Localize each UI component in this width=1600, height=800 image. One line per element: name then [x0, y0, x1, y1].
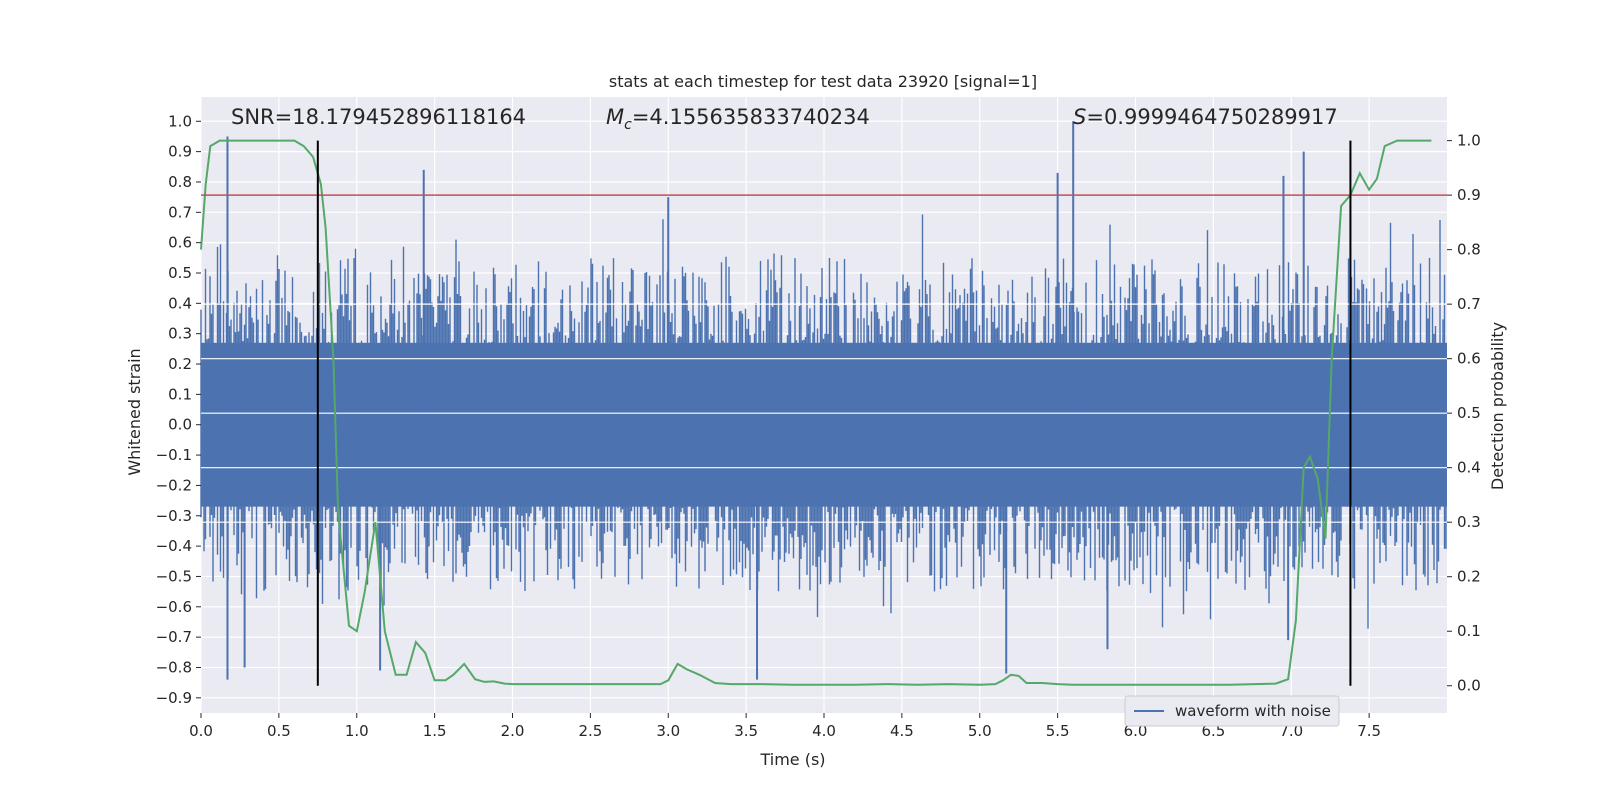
- x-tick-label: 3.0: [656, 722, 680, 740]
- legend: waveform with noise: [1124, 695, 1340, 727]
- y-right-tick-label: 0.8: [1457, 241, 1481, 259]
- y-tick-label: 0.1: [168, 385, 192, 403]
- x-tick-label: 0.0: [189, 722, 213, 740]
- x-tick-label: 1.5: [423, 722, 447, 740]
- x-tick-label: 2.5: [578, 722, 602, 740]
- y-tick-label: 0.4: [168, 294, 192, 312]
- x-tick-label: 7.5: [1357, 722, 1381, 740]
- y-tick-label: −0.3: [156, 507, 192, 525]
- x-axis-label: Time (s): [759, 750, 825, 769]
- probability-series: [200, 139, 1432, 686]
- y-tick-label: −0.1: [156, 446, 192, 464]
- y-right-tick-label: 0.1: [1457, 622, 1481, 640]
- y-right-tick-label: 0.0: [1457, 677, 1481, 695]
- y-right-tick-label: 1.0: [1457, 132, 1481, 150]
- y-tick-label: −0.9: [156, 689, 192, 707]
- y-tick-label: 0.9: [168, 143, 192, 161]
- y-right-tick-label: 0.2: [1457, 568, 1481, 586]
- y-tick-label: −0.6: [156, 598, 192, 616]
- x-tick-label: 4.0: [812, 722, 836, 740]
- x-tick-label: 5.0: [968, 722, 992, 740]
- x-tick-label: 5.5: [1046, 722, 1070, 740]
- y-tick-label: 0.8: [168, 173, 192, 191]
- y-tick-label: −0.5: [156, 567, 192, 585]
- y-right-tick-label: 0.5: [1457, 404, 1481, 422]
- x-tick-label: 3.5: [734, 722, 758, 740]
- x-tick-label: 2.0: [501, 722, 525, 740]
- left-y-axis: 1.0 0.9 0.8 0.7 0.6 0.5 0.4 0.3 0.2 0.1 0.0 −0.1 −0.…: [156, 112, 201, 707]
- y-axis-right-label: Detection probability: [1488, 322, 1507, 490]
- y-tick-label: 0.0: [168, 416, 192, 434]
- y-tick-label: −0.2: [156, 476, 192, 494]
- y-tick-label: 0.6: [168, 234, 192, 252]
- y-tick-label: 0.2: [168, 355, 192, 373]
- significance-annotation: S=0.9999464750289917: [1073, 105, 1338, 129]
- y-tick-label: −0.8: [156, 658, 192, 676]
- y-right-tick-label: 0.7: [1457, 295, 1481, 313]
- y-tick-label: 0.5: [168, 264, 192, 282]
- x-tick-label: 1.0: [345, 722, 369, 740]
- chirp-mass-annotation: Mc=4.155635833740234: [606, 105, 870, 133]
- y-tick-label: −0.4: [156, 537, 192, 555]
- chirp-mass-symbol: M: [606, 105, 624, 129]
- y-right-tick-label: 0.3: [1457, 513, 1481, 531]
- chirp-mass-subscript: c: [624, 117, 632, 133]
- legend-box: [1124, 695, 1340, 727]
- x-tick-label: 0.5: [267, 722, 291, 740]
- chirp-mass-value: =4.155635833740234: [632, 105, 870, 129]
- right-y-axis: 1.0 0.9 0.8 0.7 0.6 0.5 0.4 0.3 0.2 0.1 0.0: [1447, 132, 1481, 695]
- chart-title: stats at each timestep for test data 239…: [609, 72, 1037, 91]
- x-tick-label: 4.5: [890, 722, 914, 740]
- y-tick-label: 0.7: [168, 203, 192, 221]
- snr-annotation: SNR=18.179452896118164: [231, 105, 526, 129]
- significance-value: =0.9999464750289917: [1086, 105, 1337, 129]
- y-right-tick-label: 0.9: [1457, 186, 1481, 204]
- y-right-tick-label: 0.6: [1457, 350, 1481, 368]
- markers: [201, 140, 1447, 686]
- y-axis-label: Whitened strain: [125, 348, 144, 475]
- significance-symbol: S: [1073, 105, 1086, 129]
- y-tick-label: −0.7: [156, 628, 192, 646]
- probability-line: [200, 139, 1432, 686]
- waveform-series: [200, 121, 1447, 680]
- y-right-tick-label: 0.4: [1457, 459, 1481, 477]
- legend-label: waveform with noise: [1175, 702, 1331, 720]
- y-tick-label: 1.0: [168, 112, 192, 130]
- y-tick-label: 0.3: [168, 325, 192, 343]
